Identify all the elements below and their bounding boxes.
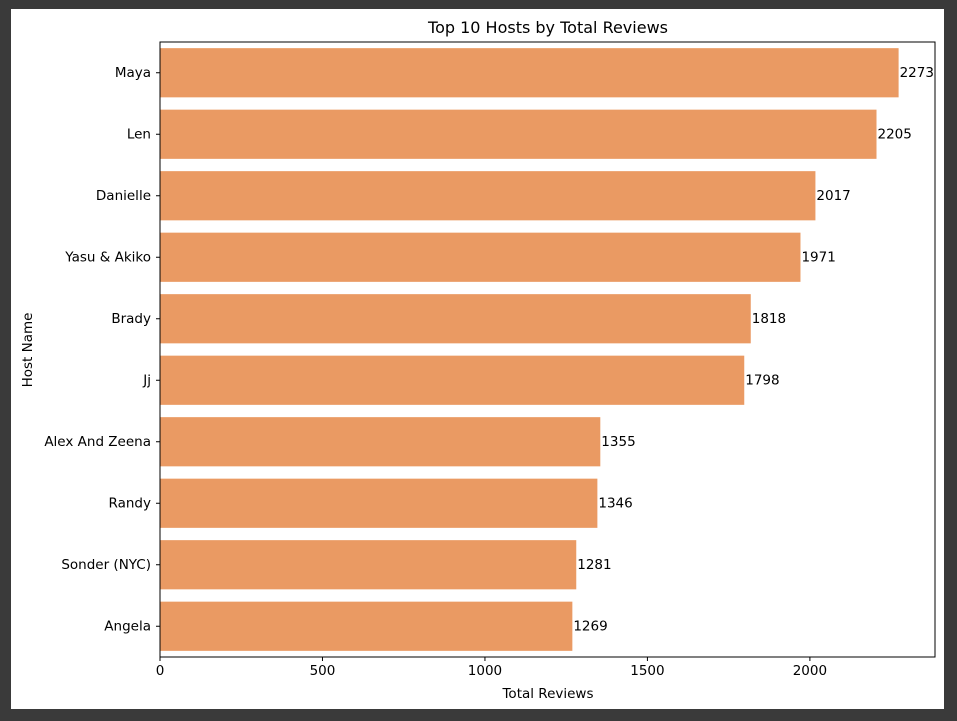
category-label: Jj bbox=[142, 372, 151, 388]
value-label: 1818 bbox=[752, 311, 786, 327]
value-label: 1281 bbox=[577, 557, 611, 573]
value-label: 1346 bbox=[598, 495, 632, 511]
bars-layer bbox=[160, 48, 899, 651]
x-axis-ticks: 0 500 1000 1500 2000 bbox=[156, 657, 827, 679]
category-label: Danielle bbox=[96, 188, 151, 204]
category-label: Sonder (NYC) bbox=[61, 557, 151, 573]
category-label: Maya bbox=[115, 65, 151, 81]
category-label: Brady bbox=[111, 311, 151, 327]
x-tick-label: 500 bbox=[310, 663, 336, 679]
bar bbox=[160, 478, 598, 528]
value-label: 1269 bbox=[573, 618, 607, 634]
plot-area-frame bbox=[159, 41, 936, 658]
chart-figure: Top 10 Hosts by Total Reviews Maya Len Dan… bbox=[11, 9, 944, 709]
value-label: 1355 bbox=[601, 434, 635, 450]
value-label: 1971 bbox=[801, 249, 835, 265]
category-label: Randy bbox=[109, 495, 151, 511]
y-axis-label: Host Name bbox=[20, 313, 36, 388]
x-tick-label: 1000 bbox=[468, 663, 502, 679]
bar bbox=[160, 232, 801, 282]
value-label: 2205 bbox=[878, 126, 912, 142]
bar bbox=[160, 171, 816, 221]
chart-title: Top 10 Hosts by Total Reviews bbox=[427, 18, 668, 37]
value-label: 2273 bbox=[900, 65, 934, 81]
bar bbox=[160, 540, 577, 590]
category-labels: Maya Len Danielle Yasu & Akiko Brady Jj Alex A… bbox=[44, 65, 160, 634]
bar bbox=[160, 355, 745, 405]
x-tick-label: 0 bbox=[156, 663, 165, 679]
category-label: Yasu & Akiko bbox=[64, 249, 151, 265]
bar bbox=[160, 48, 899, 98]
category-label: Alex And Zeena bbox=[44, 434, 151, 450]
bar bbox=[160, 294, 751, 344]
bar bbox=[160, 601, 573, 651]
value-label: 2017 bbox=[816, 188, 850, 204]
bar bbox=[160, 417, 601, 467]
bar bbox=[160, 109, 877, 159]
category-label: Len bbox=[127, 126, 151, 142]
x-tick-label: 2000 bbox=[793, 663, 827, 679]
x-tick-label: 1500 bbox=[630, 663, 664, 679]
value-labels: 2273 2205 2017 1971 1818 1798 1355 1346 1281 1269 bbox=[573, 65, 934, 635]
x-axis-label: Total Reviews bbox=[501, 686, 593, 702]
bar-chart: Top 10 Hosts by Total Reviews Maya Len Dan… bbox=[20, 18, 936, 702]
value-label: 1798 bbox=[745, 372, 779, 388]
category-label: Angela bbox=[104, 618, 151, 634]
